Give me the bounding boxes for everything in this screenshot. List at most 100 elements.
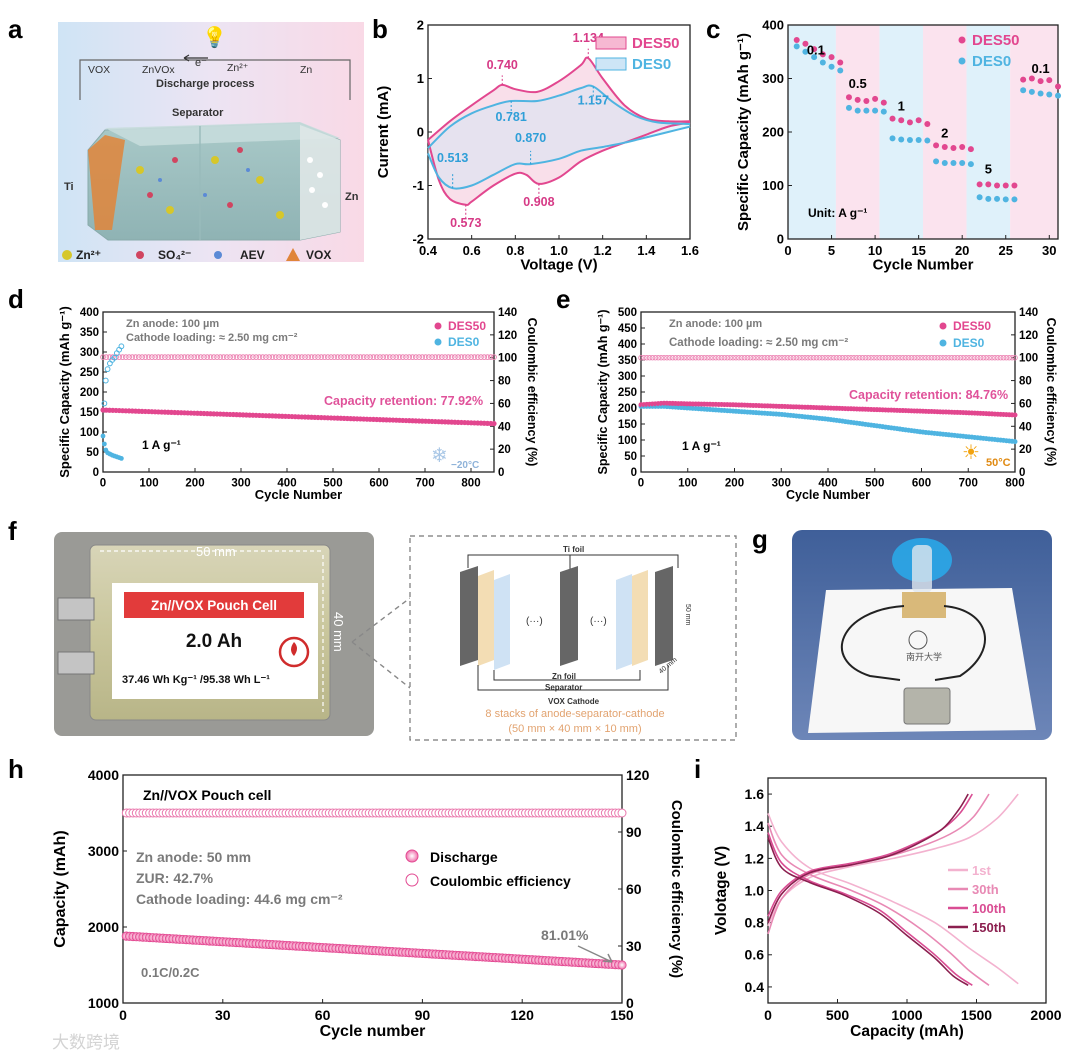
pouch-energy: 37.46 Wh Kg⁻¹ /95.38 Wh L⁻¹	[122, 674, 270, 686]
ellipsis-left: (···)	[526, 616, 543, 627]
e-y2tick-label: 20	[1019, 444, 1032, 456]
c-xtick-label: 5	[828, 243, 835, 258]
legend-zn2plus-marker	[62, 250, 72, 260]
pouch-cell-small	[903, 687, 951, 725]
e-ce-point	[989, 355, 995, 361]
e-y2tick-label: 0	[1019, 467, 1025, 479]
e-ce-point	[753, 355, 759, 361]
h-note-loading: Cathode loading: 44.6 mg cm⁻²	[136, 891, 343, 907]
d-ce-point-des50	[240, 354, 246, 360]
i-xtick-label: 500	[826, 1007, 850, 1023]
d-ce-point-des50	[165, 354, 172, 360]
c-point-des0	[802, 48, 809, 55]
zn-electrode	[300, 125, 340, 240]
e-ce-point	[842, 355, 848, 361]
e-ce-point	[856, 355, 863, 361]
e-ce-point	[957, 355, 964, 361]
b-xtick-label: 0.4	[419, 243, 438, 258]
d-ce-point-des50	[279, 354, 286, 360]
c-point-des0	[976, 194, 983, 201]
b-des0-fill	[428, 85, 690, 189]
d-ce-point-des50	[461, 354, 468, 360]
e-ce-point	[931, 355, 938, 361]
d-y2tick-label: 140	[498, 307, 517, 319]
d-ce-point-des50	[354, 354, 361, 360]
pouch-tab-bottom	[57, 651, 95, 675]
e-ce-point	[652, 355, 659, 361]
e-ce-point	[756, 355, 762, 361]
e-legend-des0-marker	[939, 339, 947, 347]
e-ce-point	[868, 355, 874, 361]
e-ce-point	[687, 355, 693, 361]
e-ytick-label: 100	[618, 435, 637, 447]
c-point-des50	[1002, 182, 1009, 189]
d-ce-point-des50	[178, 354, 185, 360]
d-ce-point-des50	[351, 354, 357, 360]
stack-note-2: (50 mm × 40 mm × 10 mm)	[508, 723, 641, 735]
e-ce-point	[992, 355, 998, 361]
c-point-des0	[950, 160, 957, 167]
d-ce-point-des50	[171, 354, 178, 360]
b-peak-label: 1.157	[578, 94, 609, 108]
d-ytick-label: 0	[93, 467, 99, 479]
d-ce-point-des50	[422, 354, 429, 360]
b-peak-label: 0.573	[450, 216, 481, 230]
d-ce-point-des50	[142, 354, 149, 360]
label-zn2plus: Zn²⁺	[227, 62, 249, 74]
e-ce-point	[888, 355, 894, 361]
d-ytick-label: 100	[80, 427, 99, 439]
e-ce-point	[925, 355, 932, 361]
e-ce-point	[859, 355, 866, 361]
panel-a: a 💡 VOX ZnVOx e⁻ Zn²⁺ Zn Discharge proce…	[8, 14, 364, 262]
d-ce-point-des50	[471, 354, 478, 360]
d-ce-point-des50	[250, 354, 256, 360]
i-discharge-curve-100th	[767, 832, 973, 986]
e-ce-point	[917, 355, 923, 361]
e-ce-point	[951, 355, 958, 361]
e-ce-point	[690, 355, 696, 361]
c-point-des0	[811, 54, 818, 61]
b-peak-label: 0.513	[437, 151, 468, 165]
e-ce-point	[894, 355, 900, 361]
i-ytick-label: 1.4	[745, 818, 765, 834]
c-point-des0	[941, 160, 948, 167]
d-ce-point-des50	[263, 354, 269, 360]
b-legend-des0-swatch	[595, 57, 627, 71]
d-ce-point-des50	[227, 354, 233, 360]
d-ce-point-des50	[103, 354, 110, 360]
d-ce-point-des50	[272, 354, 279, 360]
nankai-seal-text: 南开大学	[906, 651, 942, 662]
c-rate-band	[879, 25, 923, 239]
fan-stand	[902, 592, 946, 618]
ti-label: Ti	[64, 181, 74, 193]
e-y2tick-label: 100	[1019, 353, 1038, 365]
h-xtick-label: 0	[119, 1007, 127, 1023]
zoom-connector	[351, 597, 411, 689]
e-ce-point	[836, 355, 843, 361]
nankai-seal-icon	[908, 630, 928, 650]
i-ytick-label: 0.6	[745, 947, 765, 963]
c-point-des50	[845, 94, 852, 101]
h-y2tick-label: 30	[626, 938, 642, 954]
e-ce-point	[782, 355, 788, 361]
d-temperature-label: −20°C	[451, 460, 479, 471]
e-ce-point	[767, 355, 774, 361]
c-point-des0	[915, 137, 922, 144]
e-ce-point	[802, 355, 808, 361]
h-xtick-label: 150	[610, 1007, 634, 1023]
e-ce-point	[828, 355, 834, 361]
e-ce-point	[845, 355, 851, 361]
pouch-width-label: 50 mm	[196, 544, 236, 559]
e-ce-point	[946, 355, 952, 361]
panel-g: g 南开大学	[752, 524, 1052, 740]
fan-motor	[912, 545, 932, 593]
c-ytick-label: 400	[762, 18, 784, 33]
e-xtick-label: 700	[959, 478, 978, 490]
h-title: Zn//VOX Pouch cell	[143, 787, 271, 803]
d-ce-point-des50	[409, 354, 416, 360]
e-ce-point	[667, 355, 673, 361]
d-ce-point-des50	[442, 354, 448, 360]
d-ce-point-des0	[104, 366, 111, 373]
legend-aev-marker	[214, 251, 222, 259]
e-ce-point	[805, 355, 811, 361]
